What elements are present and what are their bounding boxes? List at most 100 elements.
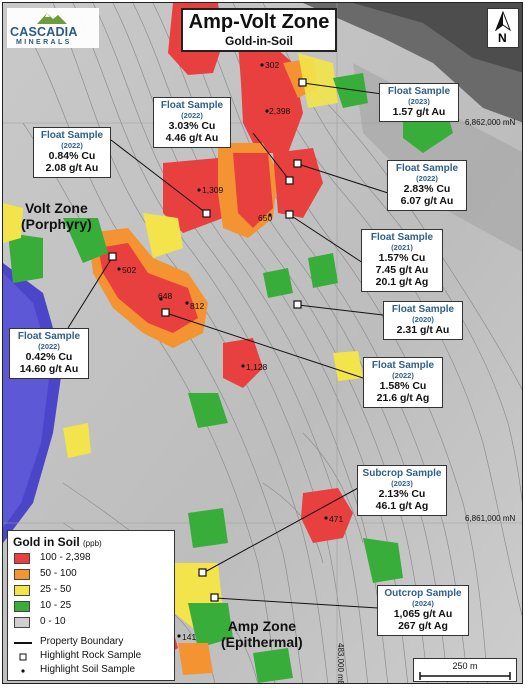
soil-label: 1,309 (202, 185, 224, 195)
legend-row: 10 - 25 (14, 600, 174, 614)
soil-label: 648 (158, 291, 173, 301)
legend-swatch (14, 601, 30, 612)
soil-sample (159, 297, 163, 301)
legend-row: 25 - 50 (14, 584, 174, 598)
scale-bar-graphic (419, 672, 511, 680)
anomaly-mid-green (263, 268, 293, 298)
soil-label: 812 (190, 301, 205, 311)
soil-label: 2,398 (269, 106, 291, 116)
rock-samples (108, 78, 307, 602)
map-subtitle: Gold-in-Soil (225, 34, 293, 48)
anomaly-2822 (273, 148, 323, 218)
callout-float-2020: Float Sample (2020) 2.31 g/t Au (383, 301, 463, 341)
anomaly-ridge-yellow (298, 53, 338, 108)
anomaly-mid-yellow (333, 351, 363, 381)
zone-label-volt: Volt Zone (Porphyry) (21, 200, 92, 233)
rock-sample (285, 176, 294, 185)
legend-row-rock: Highlight Rock Sample (14, 650, 174, 664)
callout-float-2023: Float Sample (2023) 1.57 g/t Au (379, 83, 459, 123)
legend-row: 50 - 100 (14, 568, 174, 582)
grid-label-northing-bottom: 6,861,000 mN (465, 514, 516, 523)
soil-label: 471 (329, 514, 344, 524)
rock-sample (202, 209, 211, 218)
legend-swatch (14, 553, 30, 564)
rock-sample (293, 159, 302, 168)
soil-label: 302 (265, 60, 280, 70)
scale-label: 250 m (452, 661, 478, 671)
legend-swatch (14, 569, 30, 580)
rock-sample (210, 593, 219, 602)
soil-label: 141 (182, 632, 197, 642)
map-title: Amp-Volt Zone (188, 11, 330, 33)
soil-samples (117, 63, 328, 638)
anomaly-east-green (308, 253, 338, 288)
scale-bar: 250 m (413, 658, 517, 682)
legend-row-boundary: Property Boundary (14, 636, 174, 650)
callout-float-2022-d: Float Sample (2022) 0.42% Cu 14.60 g/t A… (9, 328, 89, 380)
soil-sample (117, 267, 121, 271)
callout-float-2022-a: Float Sample (2022) 3.03% Cu 4.46 g/t Au (153, 97, 231, 149)
callout-outcrop-2024: Outcrop Sample (2024) 1,065 g/t Au 267 g… (377, 585, 469, 637)
soil-sample (260, 63, 264, 67)
anomaly-south-green (253, 648, 293, 683)
rock-sample (198, 568, 207, 577)
callout-float-2022-e: Float Sample (2022) 1.58% Cu 21.6 g/t Ag (363, 357, 443, 409)
north-letter: N (498, 31, 507, 45)
callout-float-2022-b: Float Sample (2022) 0.84% Cu 2.08 g/t Au (33, 127, 111, 179)
anomaly-471 (301, 488, 353, 543)
anomaly-1128 (223, 338, 263, 388)
grid-label-easting: 483,000 mE (336, 643, 345, 684)
soil-sample (197, 188, 201, 192)
legend-swatch (14, 617, 30, 628)
legend: Gold in Soil (ppb) 100 - 2,398 50 - 100 … (7, 530, 175, 681)
callout-float-2022-c: Float Sample (2022) 2.83% Cu 6.07 g/t Au (387, 160, 467, 212)
legend-row: 100 - 2,398 (14, 552, 174, 566)
anomaly-ridge-green (333, 73, 368, 108)
north-arrow-icon (494, 10, 512, 32)
soil-sample (268, 213, 272, 217)
rock-sample (285, 210, 294, 219)
logo-mountain-icon (37, 13, 67, 24)
logo-subtitle: MINERALS (16, 39, 72, 46)
rock-sample (108, 252, 117, 261)
soil-sample (177, 634, 181, 638)
company-logo: CASCADIA MINERALS (7, 8, 99, 48)
legend-swatch (14, 585, 30, 596)
soil-sample (324, 516, 328, 520)
zone-label-amp: Amp Zone (Epithermal) (221, 618, 303, 651)
north-arrow: N (487, 8, 519, 48)
logo-name: CASCADIA (10, 25, 78, 39)
anomaly-west-yellow (3, 203, 23, 243)
anomaly-west-green (8, 233, 43, 283)
soil-sample (185, 301, 189, 305)
soil-sample (265, 109, 269, 113)
anomaly-volt-yellow (143, 213, 183, 258)
rock-sample-icon (19, 653, 27, 661)
soil-label: 502 (122, 265, 137, 275)
soil-sample (241, 364, 245, 368)
boundary-line-icon (14, 642, 32, 644)
callout-subcrop-2023: Subcrop Sample (2023) 2.13% Cu 46.1 g/t … (357, 465, 447, 517)
legend-row: 0 - 10 (14, 616, 174, 630)
grid-label-northing-top: 6,862,000 mN (465, 118, 516, 127)
soil-label: 650 (258, 213, 273, 223)
legend-row-soil: Highlight Soil Sample (14, 664, 174, 678)
legend-title: Gold in Soil (ppb) (13, 535, 102, 549)
anomaly-green-2 (188, 508, 228, 548)
rock-sample (298, 78, 307, 87)
soil-label: 1,128 (246, 362, 268, 372)
rock-sample (293, 300, 302, 309)
anomaly-amp-green (188, 603, 233, 648)
ridge-shade-dark (353, 3, 522, 73)
map-title-box: Amp-Volt Zone Gold-in-Soil (181, 8, 337, 52)
anomaly-volt (98, 243, 198, 333)
anomaly-1309 (163, 158, 233, 233)
anomaly-green-3 (363, 538, 403, 583)
anomaly-green-1 (188, 393, 228, 428)
rock-sample (161, 308, 170, 317)
callout-float-2021: Float Sample (2021) 1.57% Cu 7.45 g/t Au… (361, 229, 443, 293)
anomaly-yellow-1 (63, 423, 91, 458)
soil-sample-icon (21, 669, 25, 673)
anomaly-amp-orange (178, 643, 213, 675)
